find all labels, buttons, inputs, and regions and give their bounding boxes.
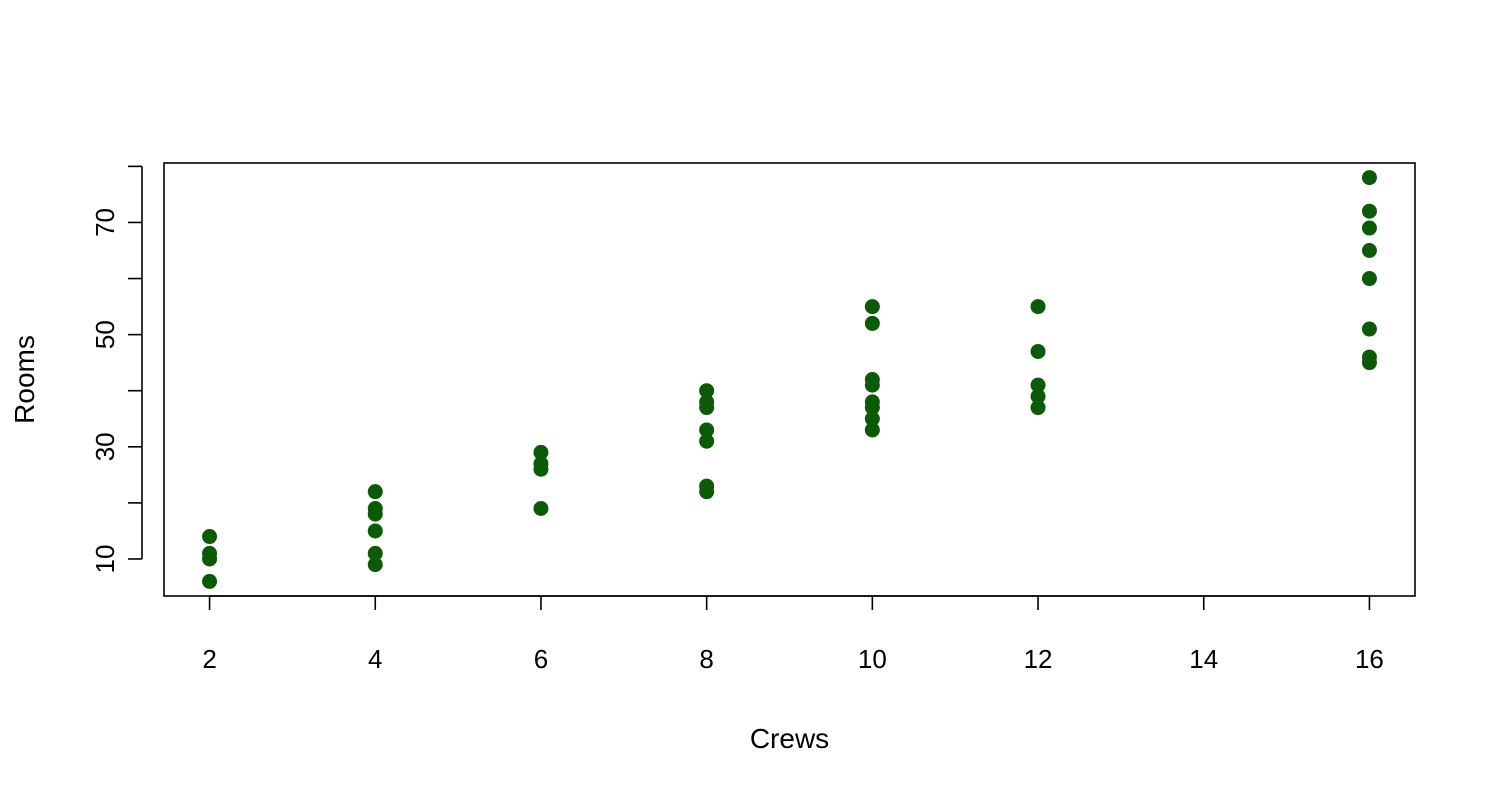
x-tick-label: 8 <box>699 644 713 674</box>
x-tick-label: 16 <box>1355 644 1384 674</box>
data-point <box>864 315 880 331</box>
y-tick-label: 10 <box>90 545 120 574</box>
data-point <box>699 383 715 399</box>
data-point <box>1030 377 1046 393</box>
data-point <box>699 484 715 500</box>
data-point <box>864 377 880 393</box>
data-point <box>533 444 549 460</box>
data-point <box>1030 343 1046 359</box>
data-point <box>864 411 880 427</box>
y-axis: 10 30 50 70 <box>90 165 143 574</box>
x-tick-label: 10 <box>858 644 887 674</box>
data-point <box>533 461 549 477</box>
data-point <box>699 433 715 449</box>
data-point <box>367 545 383 561</box>
data-point <box>533 501 549 517</box>
data-point <box>202 529 218 545</box>
x-tick-label: 4 <box>368 644 382 674</box>
data-point <box>1361 220 1377 236</box>
x-tick-label: 6 <box>534 644 548 674</box>
data-point <box>1361 355 1377 371</box>
data-point <box>1030 299 1046 315</box>
data-point <box>864 422 880 438</box>
y-tick-label: 30 <box>90 432 120 461</box>
x-tick-label: 12 <box>1024 644 1053 674</box>
x-axis: 2 4 6 8 10 12 14 16 <box>202 595 1384 674</box>
data-points <box>202 170 1377 589</box>
data-point <box>202 551 218 567</box>
data-point <box>1361 170 1377 186</box>
y-tick-label: 70 <box>90 208 120 237</box>
data-point <box>699 422 715 438</box>
data-point <box>202 573 218 589</box>
x-axis-title: Crews <box>750 723 829 754</box>
data-point <box>367 484 383 500</box>
data-point <box>864 299 880 315</box>
data-point <box>1030 388 1046 404</box>
y-axis-title: Rooms <box>9 335 40 424</box>
data-point <box>1361 203 1377 219</box>
data-point <box>367 523 383 539</box>
data-point <box>1030 400 1046 416</box>
x-tick-label: 14 <box>1189 644 1218 674</box>
plot-frame <box>163 162 1416 597</box>
data-point <box>1361 271 1377 287</box>
data-point <box>864 400 880 416</box>
y-tick-label: 50 <box>90 320 120 349</box>
data-point <box>1361 321 1377 337</box>
x-tick-label: 2 <box>202 644 216 674</box>
data-point <box>367 506 383 522</box>
data-point <box>699 400 715 416</box>
data-point <box>1361 242 1377 258</box>
data-point <box>367 557 383 573</box>
